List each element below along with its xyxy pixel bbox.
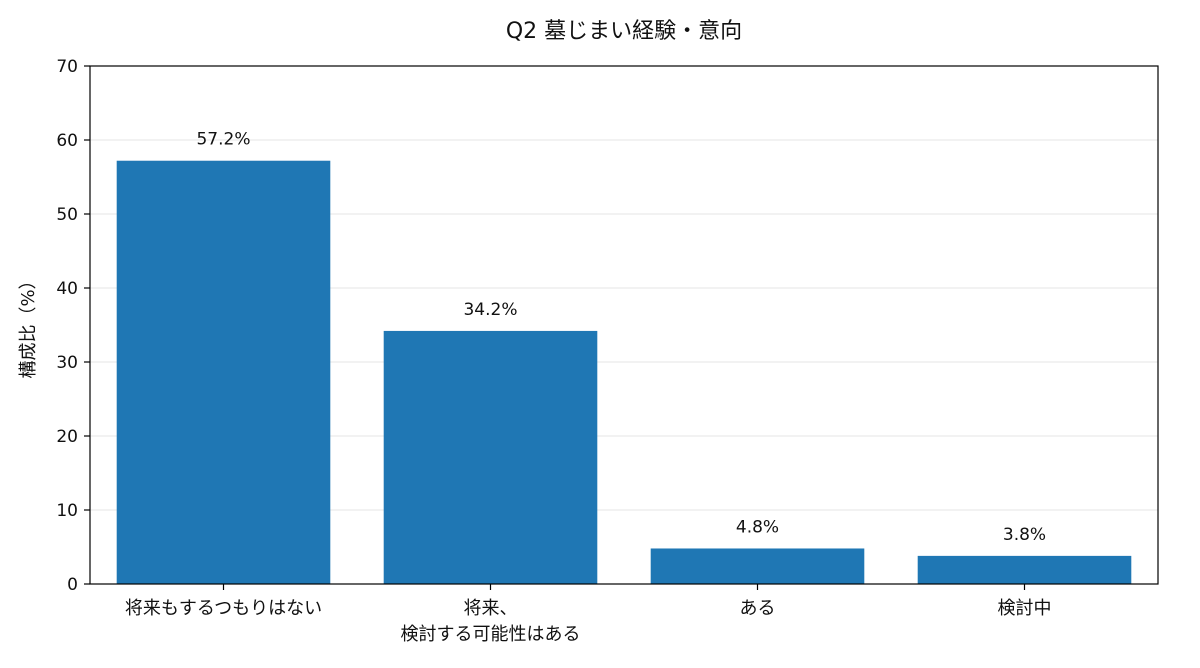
bar-value-label: 4.8% xyxy=(736,517,779,537)
y-tick-label: 50 xyxy=(56,205,78,225)
bar xyxy=(383,330,598,584)
chart-title: Q2 墓じまい経験・意向 xyxy=(506,19,742,44)
plot-area-frame xyxy=(89,65,1159,585)
bar-value-label: 3.8% xyxy=(1003,525,1046,545)
y-tick-label: 40 xyxy=(56,279,78,299)
x-category-label-line: 検討する可能性はある xyxy=(401,624,581,645)
y-tick-label: 20 xyxy=(56,427,78,447)
x-category-label-line: 将来もするつもりはない xyxy=(125,598,322,619)
x-category-label-line: ある xyxy=(740,598,776,619)
y-tick-label: 70 xyxy=(56,57,78,77)
bars xyxy=(116,160,1132,584)
y-axis-label: 構成比（%） xyxy=(18,271,39,378)
x-category-label: 将来もするつもりはない xyxy=(125,598,322,619)
bar xyxy=(116,160,331,584)
x-category-label: ある xyxy=(740,598,776,619)
y-tick-label: 0 xyxy=(67,575,78,595)
x-category-label-line: 検討中 xyxy=(998,598,1052,619)
labels: 01020304050607057.2%将来もするつもりはない34.2%将来、検… xyxy=(56,57,1051,645)
y-tick-label: 10 xyxy=(56,501,78,521)
bar xyxy=(917,555,1132,584)
bar-value-label: 57.2% xyxy=(196,130,250,150)
x-category-label: 将来、検討する可能性はある xyxy=(401,598,581,645)
y-tick-label: 60 xyxy=(56,131,78,151)
bar xyxy=(650,548,865,584)
y-axis-ticks xyxy=(84,65,1026,590)
bar-value-label: 34.2% xyxy=(463,300,517,320)
x-category-label: 検討中 xyxy=(998,598,1052,619)
x-category-label-line: 将来、 xyxy=(464,598,518,619)
y-tick-label: 30 xyxy=(56,353,78,373)
